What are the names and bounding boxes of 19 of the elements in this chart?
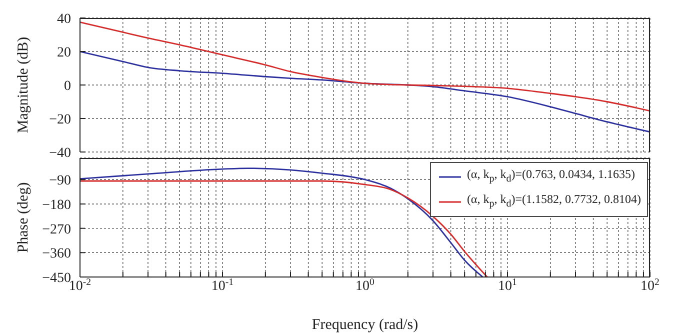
y-tick-label: −180 (42, 198, 71, 213)
x-tick-label: 10$^{-1}$ (211, 276, 234, 294)
y-tick-label: −20 (49, 112, 71, 128)
x-tick-label: 10$^{2}$ (640, 276, 660, 294)
y-tick-label: 20 (57, 45, 71, 60)
y-tick-label: −450 (42, 270, 71, 286)
y-axis-title: Magnitude (dB) (15, 36, 32, 134)
x-tick-label: 10$^{1}$ (498, 276, 518, 294)
y-tick-label: −270 (42, 222, 71, 238)
y-tick-label: −90 (49, 174, 71, 189)
y-axis-title: Phase (deg) (15, 182, 32, 253)
x-tick-label: 10$^{0}$ (356, 276, 375, 294)
legend-label: (α, k$_{p}$, k$_{d}$)=(1.1582, 0.7732, 0.8104) (466, 191, 641, 212)
y-tick-label: 0 (64, 78, 71, 94)
legend-label: (α, k$_{p}$, k$_{d}$)=(0.763, 0.0434, 1.1635) (466, 166, 635, 186)
x-axis-title: Frequency (rad/s) (312, 317, 418, 333)
y-tick-label: −40 (49, 146, 71, 161)
y-tick-label: 40 (57, 12, 71, 27)
y-tick-label: −360 (42, 246, 71, 262)
